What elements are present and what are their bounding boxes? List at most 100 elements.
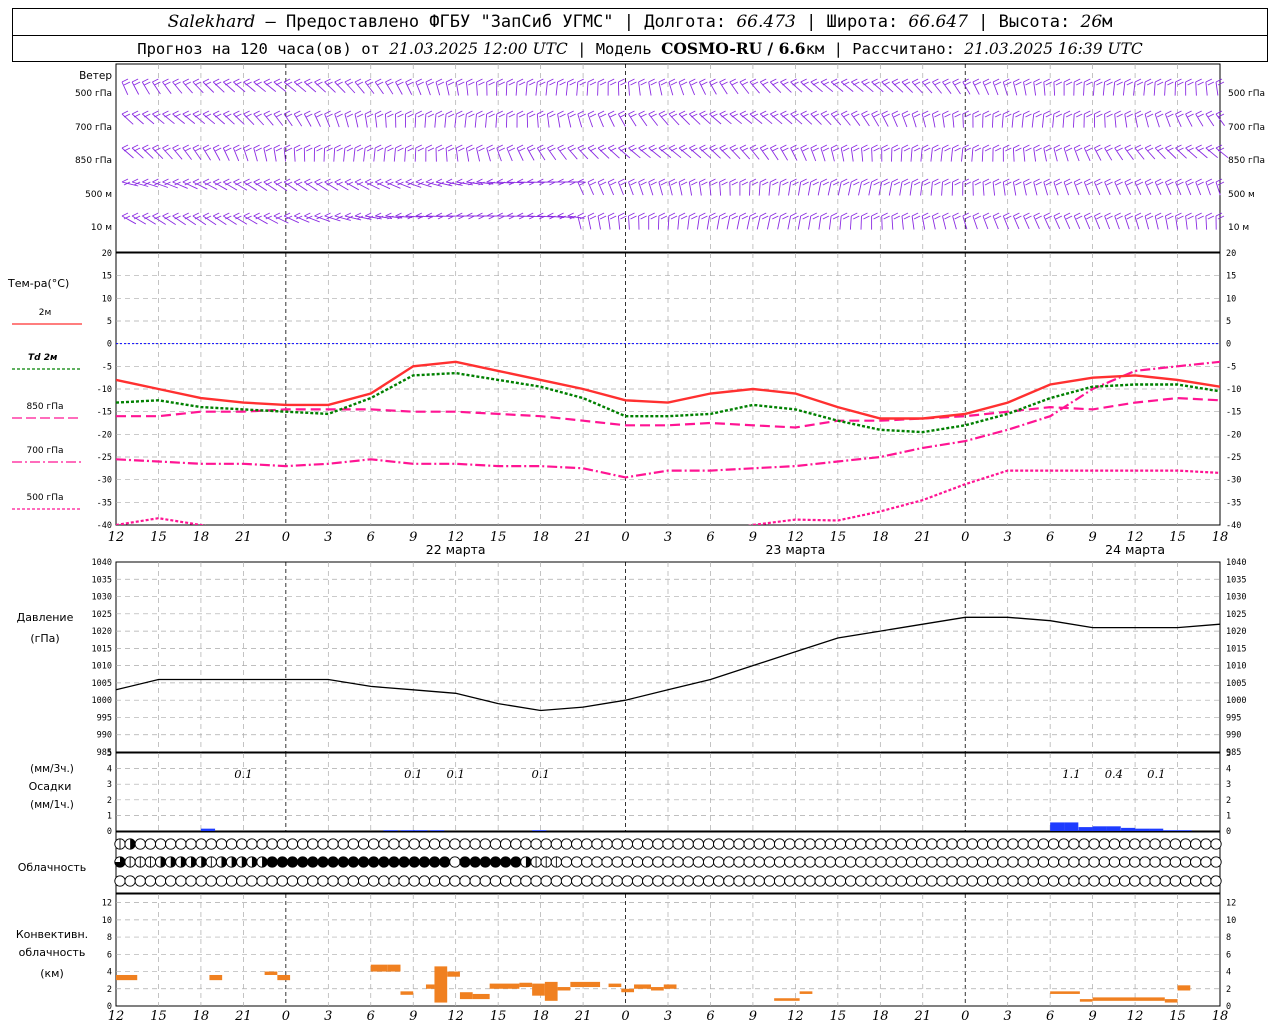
wind-barb <box>395 78 404 95</box>
wind-barb <box>1073 144 1083 162</box>
wind-barb <box>1165 144 1177 159</box>
cloud-symbol <box>408 875 420 887</box>
wind-barb <box>698 178 708 196</box>
precip-value-label: 0.1 <box>531 767 549 781</box>
wind-barb <box>303 144 313 162</box>
cloud-fill <box>221 856 227 868</box>
wind-barb <box>1134 212 1144 230</box>
cloud-symbol <box>266 875 278 887</box>
wind-barb <box>324 178 339 191</box>
wind-barb <box>1104 212 1113 230</box>
wind-barb <box>1185 178 1194 196</box>
wind-barb <box>314 178 329 191</box>
cloud-symbol <box>845 875 857 887</box>
cloud-symbol <box>743 875 755 887</box>
cloud-symbol <box>1027 875 1039 887</box>
wind-barb <box>1023 212 1032 229</box>
cloud-symbol <box>1068 838 1080 850</box>
wind-barb <box>141 78 151 95</box>
wind-barb <box>202 212 217 226</box>
wind-barb <box>1205 178 1215 196</box>
time-tick-label: 9 <box>409 530 417 545</box>
wind-barb <box>1205 110 1215 127</box>
wind-barb <box>982 212 992 230</box>
time-tick-label-bottom: 15 <box>830 1009 847 1024</box>
wind-barb <box>658 78 668 96</box>
cloud-symbol <box>165 838 177 850</box>
cloud-symbol <box>875 875 887 887</box>
wind-barb <box>1144 144 1156 160</box>
cloud-symbol <box>378 875 390 887</box>
precip-value-label: 1.1 <box>1062 767 1080 781</box>
wind-barb <box>638 212 647 230</box>
wind-barb <box>1164 110 1174 128</box>
wind-barb <box>525 78 536 96</box>
pressure-ytick-left: 1000 <box>92 696 112 706</box>
wind-barb <box>638 78 647 96</box>
wind-barb <box>1144 212 1154 230</box>
wind-barb <box>121 178 139 187</box>
temperature-ytick-right: -15 <box>1226 408 1241 418</box>
wind-barb <box>1195 212 1204 230</box>
pressure-ytick-left: 1035 <box>92 575 112 585</box>
wind-barb <box>1215 212 1225 230</box>
time-tick-label-bottom: 9 <box>1088 1009 1096 1024</box>
wind-barb <box>1021 110 1032 128</box>
wind-barb <box>464 110 475 128</box>
wind-barb <box>587 212 597 230</box>
wind-barb <box>851 78 864 93</box>
pressure-ytick-left: 985 <box>97 748 112 758</box>
precip-bar <box>1064 822 1079 831</box>
cloud-symbol <box>449 875 461 887</box>
convective-bar <box>1164 999 1178 1003</box>
wind-barb <box>313 144 323 162</box>
pressure-ytick-right: 1020 <box>1226 627 1246 637</box>
cloud-symbol <box>550 875 563 887</box>
wind-barb <box>404 110 414 128</box>
wind-barb <box>445 78 455 96</box>
wind-barb <box>726 212 739 230</box>
wind-barb <box>1153 78 1164 96</box>
wind-barb <box>1175 212 1184 230</box>
wind-barb <box>992 178 1002 196</box>
cloud-symbol <box>723 856 735 868</box>
wind-barb <box>506 178 524 186</box>
precip-value-label: 0.1 <box>447 767 465 781</box>
wind-barb <box>222 144 232 161</box>
wind-barb <box>182 144 192 160</box>
wind-barb <box>790 110 803 125</box>
wind-barb <box>931 212 941 230</box>
cloud-fill <box>500 856 511 868</box>
wind-barb <box>414 110 425 128</box>
wind-barb <box>192 110 206 125</box>
cloud-symbol <box>1210 875 1222 887</box>
cloud-fill <box>480 856 491 868</box>
wind-barb <box>354 78 365 94</box>
cloud-fill <box>510 856 521 868</box>
wind-barb <box>1174 78 1184 96</box>
wind-barb <box>515 78 526 96</box>
wind-barb <box>617 212 627 230</box>
temperature-ytick-left: -40 <box>97 521 112 531</box>
wind-barb <box>777 212 789 230</box>
t500-line <box>116 469 1220 525</box>
wind-barb <box>192 178 208 190</box>
cloud-symbol <box>794 856 806 868</box>
wind-barb <box>141 144 154 159</box>
temp-legend-label: Td 2м <box>28 353 58 363</box>
wind-barb <box>861 78 874 93</box>
wind-barb <box>567 144 578 160</box>
cloud-symbol <box>266 838 278 850</box>
time-tick-label-bottom: 18 <box>872 1009 889 1024</box>
time-tick-label: 21 <box>234 530 252 545</box>
cloud-symbol <box>946 875 958 887</box>
wind-barb <box>374 78 384 95</box>
wind-barb <box>1043 78 1053 96</box>
convective-bar <box>651 987 664 991</box>
calc-label: | Рассчитано: <box>824 39 965 58</box>
wind-barb <box>577 110 587 128</box>
wind-level-label: 850 гПа <box>75 156 112 166</box>
wind-barb <box>787 212 799 230</box>
wind-barb <box>455 78 465 96</box>
wind-barb <box>758 178 769 196</box>
